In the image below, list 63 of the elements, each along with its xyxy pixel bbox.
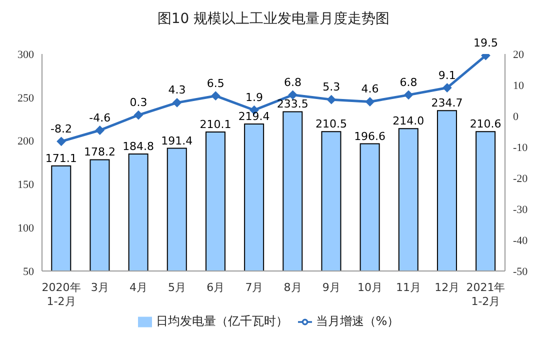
data-label: 196.6 — [354, 130, 386, 143]
point — [95, 126, 104, 135]
point — [211, 91, 220, 100]
data-label: 4.6 — [361, 82, 379, 96]
x-tick-label: 2021年 1-2月 — [466, 281, 506, 308]
data-label: 6.5 — [206, 76, 224, 90]
chart-title: 图10 规模以上工业发电量月度走势图 — [156, 10, 391, 29]
data-label: 6.8 — [400, 76, 418, 89]
data-label: 234.7 — [431, 96, 463, 110]
y-tick-label: 150 — [18, 179, 34, 192]
data-label: 219.4 — [238, 110, 270, 123]
y2-tick-label: 0 — [513, 110, 519, 123]
x-tick-label: 10月 — [357, 281, 382, 294]
x-tick-label: 5月 — [168, 281, 186, 294]
data-label: 214.0 — [392, 114, 424, 128]
data-label: -8.2 — [50, 122, 72, 136]
data-label: 210.1 — [200, 118, 232, 132]
y-tick-label: 50 — [23, 266, 34, 278]
y2-tick-label: 10 — [513, 80, 524, 92]
y-tick-label: 300 — [18, 48, 34, 61]
x-tick-label: 7月 — [245, 281, 264, 294]
data-label: 233.5 — [276, 98, 308, 111]
x-tick-label: 9月 — [322, 281, 340, 294]
x-tick-label: 4月 — [129, 281, 148, 294]
x-tick-label: 8月 — [284, 281, 302, 294]
data-label: 1.9 — [245, 91, 263, 104]
point — [56, 136, 66, 146]
y-tick-label: 200 — [18, 136, 34, 148]
x-tick-label: 2020年 1-2月 — [42, 281, 81, 308]
y2-tick-label: -50 — [513, 266, 528, 278]
x-tick-label: 3月 — [90, 281, 109, 294]
y2-tick-label: -40 — [513, 234, 528, 247]
data-label: 19.5 — [473, 36, 498, 50]
point — [134, 110, 143, 120]
y2-tick-label: 20 — [513, 48, 524, 61]
point — [172, 98, 182, 108]
x-tick-label: 11月 — [396, 281, 422, 294]
legend-label: 当月增速（%） — [316, 314, 400, 328]
y-tick-label: 250 — [18, 92, 34, 104]
point — [365, 97, 374, 106]
data-label: 191.4 — [161, 134, 193, 148]
data-label: 210.6 — [470, 118, 502, 131]
point — [326, 95, 336, 104]
data-label: 6.8 — [284, 76, 302, 89]
data-label: 5.3 — [322, 80, 340, 94]
data-label: 171.1 — [45, 152, 77, 165]
legend-label: 日均发电量（亿千瓦时） — [156, 314, 288, 328]
point — [442, 83, 452, 92]
data-label: 4.3 — [168, 84, 186, 97]
data-label: -4.6 — [89, 111, 111, 124]
y-tick-label: 100 — [18, 222, 34, 235]
y2-tick-label: -10 — [513, 142, 528, 154]
x-tick-label: 12月 — [434, 281, 460, 294]
y2-tick-label: -20 — [513, 172, 528, 185]
data-label: 184.8 — [122, 140, 154, 153]
point — [288, 90, 298, 100]
y2-tick-label: -30 — [513, 204, 528, 216]
data-label: 210.5 — [315, 118, 347, 131]
x-tick-label: 6月 — [206, 281, 225, 294]
data-label: 178.2 — [84, 146, 116, 159]
point — [404, 90, 414, 100]
data-label: 0.3 — [130, 96, 148, 110]
data-label: 9.1 — [438, 68, 456, 82]
